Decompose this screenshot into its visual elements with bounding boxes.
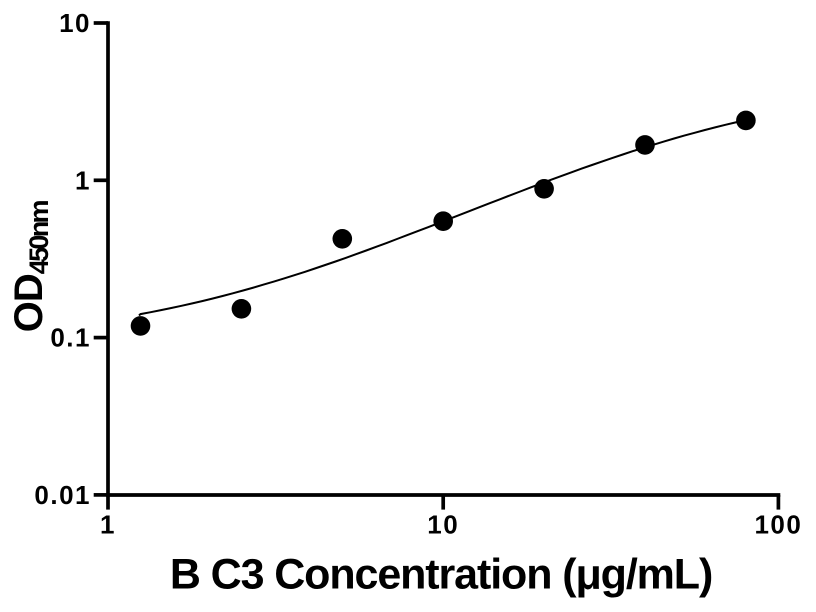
svg-text:OD450nm: OD450nm xyxy=(7,200,54,332)
svg-text:0.01: 0.01 xyxy=(34,480,91,510)
svg-text:10: 10 xyxy=(59,8,91,38)
svg-text:1: 1 xyxy=(75,165,91,195)
svg-text:1: 1 xyxy=(100,510,116,540)
svg-text:0.1: 0.1 xyxy=(50,323,91,353)
svg-text:B C3 Concentration (μg/mL): B C3 Concentration (μg/mL) xyxy=(170,551,712,599)
svg-text:100: 100 xyxy=(754,510,802,540)
svg-text:10: 10 xyxy=(427,510,459,540)
